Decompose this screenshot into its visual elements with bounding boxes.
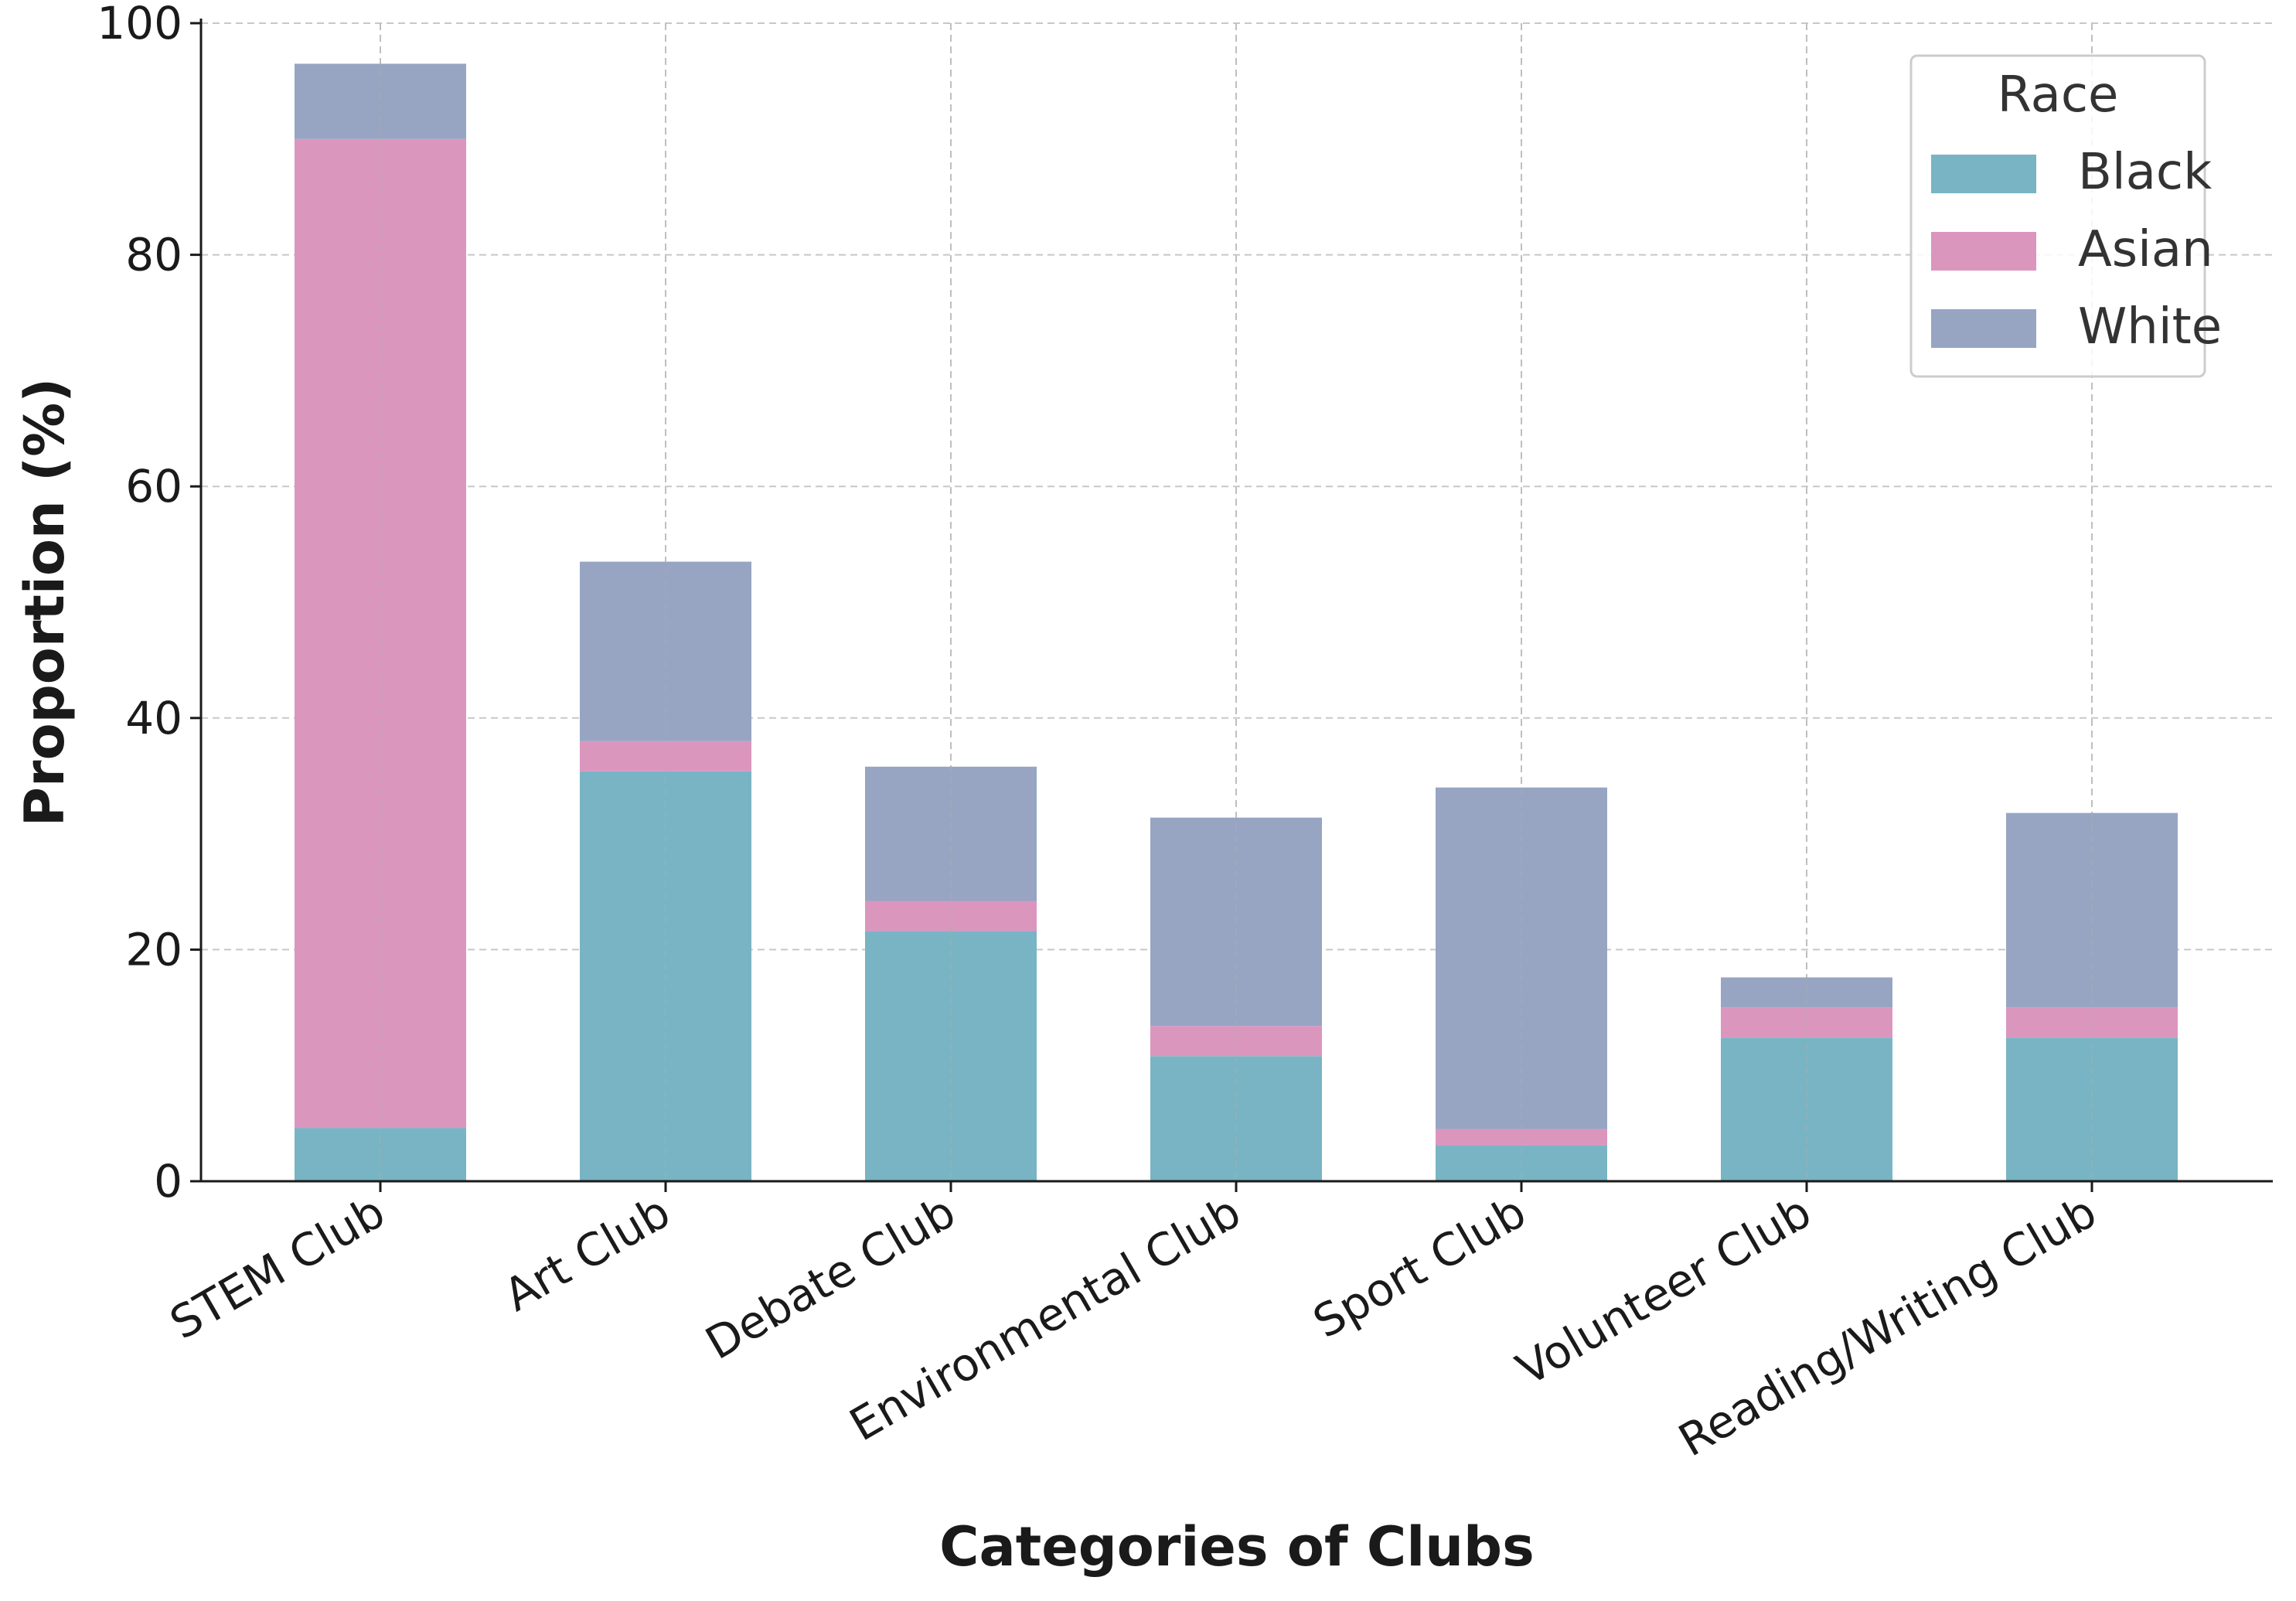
x-tick-labels: STEM Club Art Club Debate ClubEnvironmenta… [162, 1181, 2105, 1466]
bar-asian-1 [580, 741, 751, 772]
legend-label-white: White [2078, 298, 2222, 356]
y-tick-label: 0 [154, 1155, 182, 1208]
y-axis-title: Proportion (%) [13, 378, 77, 827]
y-tick-label: 40 [125, 692, 182, 744]
y-tick-label: 20 [125, 923, 182, 976]
bar-asian-2 [865, 901, 1037, 932]
y-tick-label: 80 [125, 229, 182, 281]
bar-black-3 [1150, 1056, 1322, 1181]
bar-white-0 [295, 63, 466, 139]
legend-swatch-asian [1931, 232, 2036, 271]
bar-black-2 [865, 931, 1037, 1181]
bar-white-3 [1150, 817, 1322, 1027]
x-tick-label: STEM Club [162, 1185, 393, 1350]
legend-swatch-white [1931, 309, 2036, 348]
x-tick-label: Debate Club [697, 1185, 964, 1370]
legend: Race Black Asian White [1909, 54, 2222, 378]
bar-white-4 [1436, 787, 1607, 1129]
legend-box [1909, 54, 2206, 378]
y-tick-label: 100 [97, 0, 182, 49]
y-tick-label: 60 [125, 460, 182, 513]
bar-white-1 [580, 561, 751, 741]
y-tick-labels: 0 20 40 60 80 100 [97, 0, 201, 1208]
x-tick-label: Art Club [496, 1185, 679, 1321]
bar-black-6 [2006, 1037, 2178, 1181]
bar-black-4 [1436, 1145, 1607, 1181]
bar-white-5 [1721, 977, 1892, 1008]
bars [295, 23, 2178, 1181]
bar-asian-5 [1721, 1007, 1892, 1038]
legend-swatch-black [1931, 155, 2036, 193]
legend-label-asian: Asian [2078, 221, 2213, 278]
bar-white-6 [2006, 812, 2178, 1008]
bar-black-5 [1721, 1037, 1892, 1181]
bar-asian-4 [1436, 1129, 1607, 1146]
legend-items: Black Asian White [1931, 144, 2222, 356]
bar-asian-3 [1150, 1026, 1322, 1057]
legend-label-black: Black [2078, 144, 2212, 201]
bar-black-1 [580, 771, 751, 1181]
bar-black-0 [295, 1128, 466, 1181]
bar-asian-0 [295, 138, 466, 1129]
x-tick-label: Sport Club [1304, 1185, 1535, 1348]
bar-white-2 [865, 766, 1037, 901]
x-axis-title: Categories of Clubs [939, 1515, 1535, 1579]
bar-asian-6 [2006, 1007, 2178, 1038]
legend-title: Race [1998, 66, 2119, 124]
